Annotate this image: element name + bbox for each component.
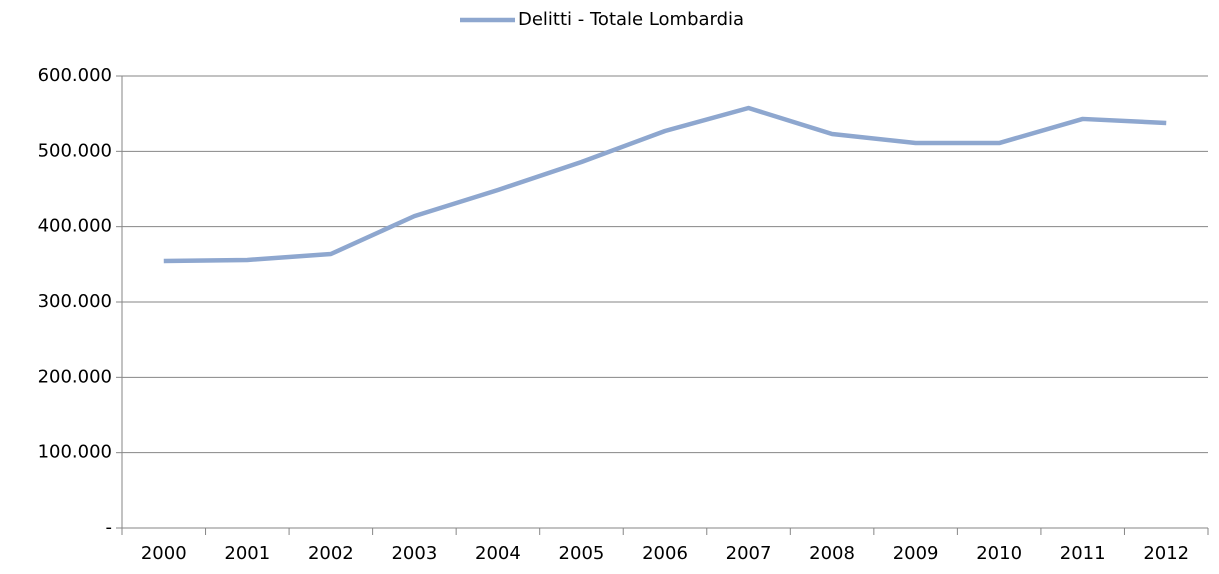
y-tick-label: - (106, 517, 113, 538)
y-tick-label: 500.000 (38, 140, 112, 161)
x-tick-label: 2008 (809, 543, 855, 564)
y-tick-label: 400.000 (38, 216, 112, 237)
x-tick-label: 2009 (893, 543, 939, 564)
y-tick-label: 300.000 (38, 291, 112, 312)
legend-label: Delitti - Totale Lombardia (518, 9, 744, 30)
data-line (163, 105, 1167, 264)
x-tick-label: 2007 (726, 543, 772, 564)
x-tick-label: 2000 (141, 543, 187, 564)
x-tick-label: 2006 (642, 543, 688, 564)
x-tick-label: 2010 (976, 543, 1022, 564)
x-tick-label: 2003 (391, 543, 437, 564)
x-tick-label: 2011 (1060, 543, 1106, 564)
x-tick-label: 2001 (224, 543, 270, 564)
y-tick-label: 600.000 (38, 65, 112, 86)
y-tick-label: 200.000 (38, 366, 112, 387)
x-tick-label: 2012 (1143, 543, 1189, 564)
y-tick-label: 100.000 (38, 442, 112, 463)
x-tick-label: 2002 (308, 543, 354, 564)
x-tick-label: 2005 (559, 543, 605, 564)
x-tick-label: 2004 (475, 543, 521, 564)
